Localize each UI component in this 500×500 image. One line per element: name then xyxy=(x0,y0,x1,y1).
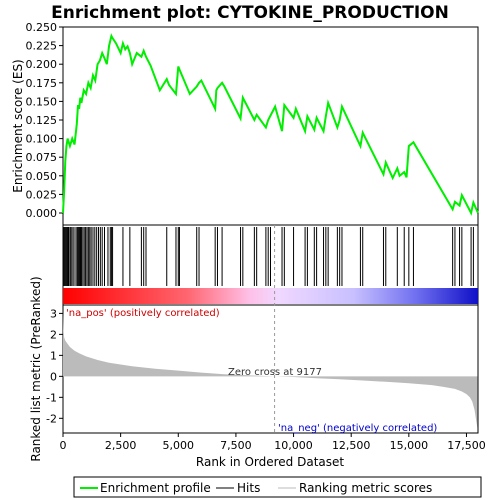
x-tick-label: 7,500 xyxy=(220,439,252,452)
es-y-tick-label: 0.025 xyxy=(26,188,58,201)
es-panel: 0.000 0.025 0.050 0.075 0.100 0.125 0.150 0.175… xyxy=(11,21,479,226)
x-tick-label: 2,500 xyxy=(105,439,137,452)
es-panel-frame xyxy=(62,26,479,226)
x-tick-label: 5,000 xyxy=(163,439,195,452)
es-y-tick-label: 0.075 xyxy=(26,151,58,164)
x-tick-label: 17,500 xyxy=(447,439,486,452)
es-y-axis-label: Enrichment score (ES) xyxy=(11,59,25,192)
x-tick-label: 10,000 xyxy=(274,439,313,452)
es-y-tick-label: 0.150 xyxy=(26,95,58,108)
es-y-tick-label: 0.225 xyxy=(26,40,58,53)
chart-title: Enrichment plot: CYTOKINE_PRODUCTION xyxy=(51,3,449,23)
metric-y-axis-label: Ranked list metric (PreRanked) xyxy=(29,276,43,461)
hit-markers xyxy=(62,227,474,286)
metric-y-tick-label: -2 xyxy=(46,412,57,425)
es-y-tick-label: 0.250 xyxy=(26,21,58,34)
metric-y-axis: -2 -1 0 1 2 3 xyxy=(46,307,63,425)
legend-enrichment-label: Enrichment profile xyxy=(100,481,211,495)
es-y-axis: 0.000 0.025 0.050 0.075 0.100 0.125 0.150 0.175… xyxy=(26,21,63,220)
es-y-tick-label: 0.000 xyxy=(26,207,58,220)
metric-y-tick-label: 2 xyxy=(50,328,57,341)
metric-y-tick-label: -1 xyxy=(46,391,57,404)
legend-hits-label: Hits xyxy=(237,481,260,495)
ranking-metric-area xyxy=(63,311,478,429)
legend-ranking-label: Ranking metric scores xyxy=(299,481,432,495)
x-tick-label: 0 xyxy=(60,439,67,452)
x-axis-label: Rank in Ordered Dataset xyxy=(196,455,344,469)
ranking-color-bar xyxy=(63,288,478,304)
negative-label: 'na_neg' (negatively correlated) xyxy=(278,423,437,434)
hits-panel xyxy=(62,224,479,306)
x-axis: 0 2,500 5,000 7,500 10,000 12,500 15,000 17,500 xyxy=(60,433,486,452)
enrichment-profile-line xyxy=(62,33,479,216)
metric-y-tick-label: 3 xyxy=(50,307,57,320)
metric-panel: -2 -1 0 1 2 3 'na_pos' (positively correlated… xyxy=(29,225,479,462)
legend: Enrichment profile Hits Ranking metric s… xyxy=(73,476,482,498)
x-tick-label: 15,000 xyxy=(390,439,429,452)
es-y-tick-label: 0.125 xyxy=(26,114,58,127)
es-y-tick-label: 0.175 xyxy=(26,77,58,90)
zero-cross-label: Zero cross at 9177 xyxy=(228,367,322,378)
x-tick-label: 12,500 xyxy=(332,439,371,452)
es-y-tick-label: 0.200 xyxy=(26,58,58,71)
metric-y-tick-label: 1 xyxy=(50,349,57,362)
es-y-tick-label: 0.050 xyxy=(26,170,58,183)
legend-box xyxy=(73,476,482,498)
positive-label: 'na_pos' (positively correlated) xyxy=(66,308,220,319)
metric-y-tick-label: 0 xyxy=(50,370,57,383)
es-y-tick-label: 0.100 xyxy=(26,133,58,146)
